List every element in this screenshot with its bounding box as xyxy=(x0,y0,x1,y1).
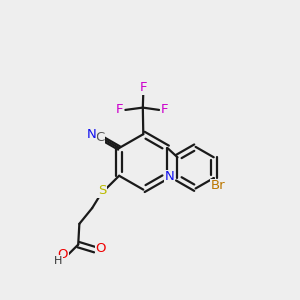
Text: H: H xyxy=(54,256,62,266)
Text: S: S xyxy=(98,184,106,197)
Text: O: O xyxy=(95,242,106,256)
Text: F: F xyxy=(140,81,147,94)
Text: C: C xyxy=(95,130,104,144)
Text: F: F xyxy=(161,103,168,116)
Text: O: O xyxy=(58,248,68,262)
Text: N: N xyxy=(87,128,96,141)
Text: F: F xyxy=(116,103,124,116)
Text: N: N xyxy=(164,170,174,183)
Text: Br: Br xyxy=(211,179,225,192)
